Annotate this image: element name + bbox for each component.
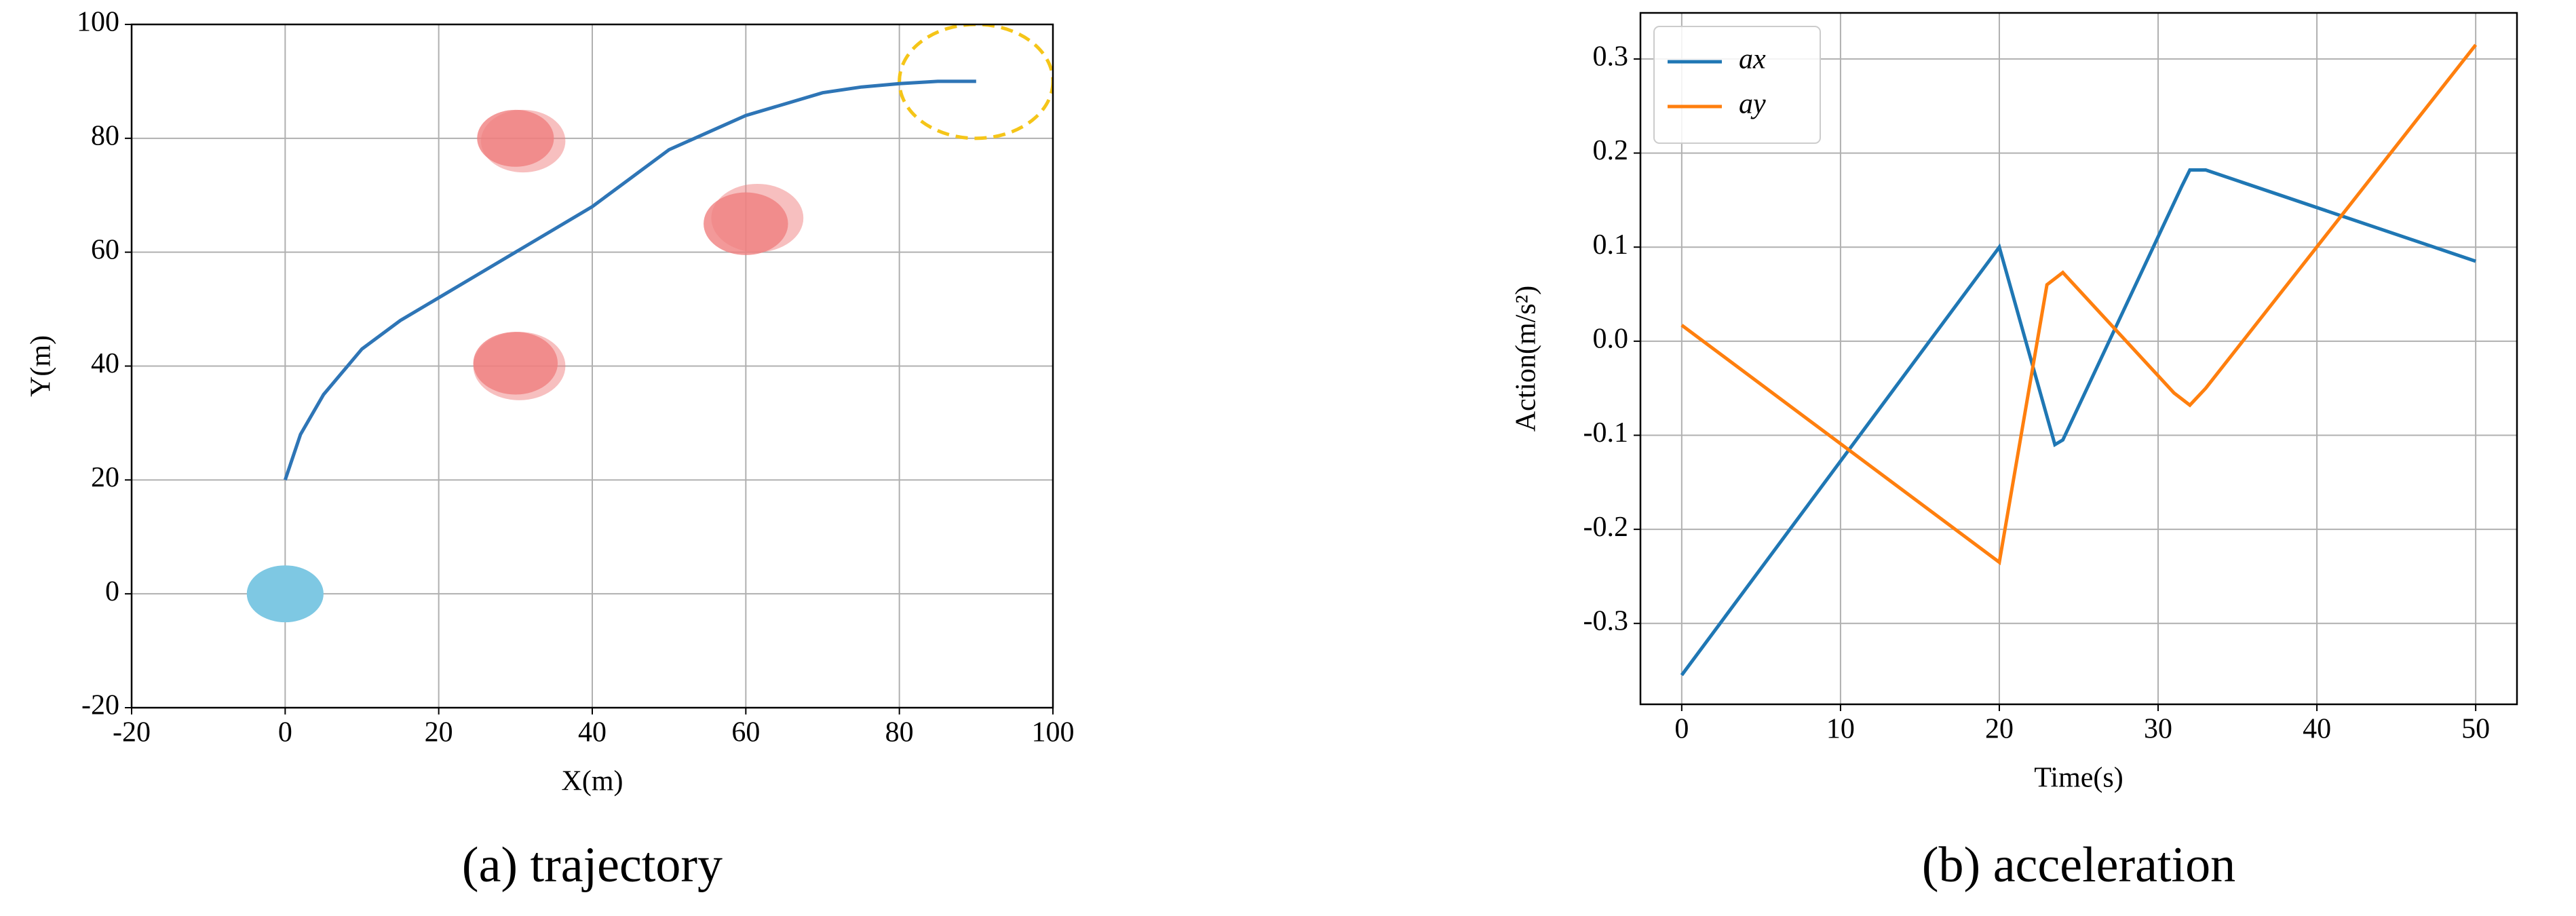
y-tick-label: 0 <box>105 576 119 607</box>
circle-marker <box>480 109 566 173</box>
x-tick-label: 0 <box>1674 714 1689 745</box>
y-tick-label: -0.3 <box>1583 605 1629 636</box>
caption: (b) acceleration <box>1922 837 2235 893</box>
x-axis-label: X(m) <box>562 766 623 797</box>
x-tick-label: 20 <box>1985 714 2014 745</box>
y-tick-label: 0.3 <box>1593 41 1629 73</box>
series-line <box>1680 168 2476 676</box>
caption: (a) trajectory <box>462 837 723 893</box>
y-tick-label: 100 <box>77 7 119 38</box>
y-tick-label: -0.1 <box>1583 417 1629 449</box>
x-axis-label: Time(s) <box>2034 763 2123 794</box>
y-tick-label: 0.1 <box>1593 229 1629 261</box>
y-tick-label: 60 <box>91 234 119 265</box>
circle-marker <box>473 332 566 400</box>
x-tick-label: 50 <box>2461 714 2490 745</box>
y-axis-label: Y(m) <box>26 335 57 397</box>
x-tick-label: -20 <box>113 717 151 748</box>
x-tick-label: 100 <box>1032 717 1075 748</box>
series-line <box>283 79 976 481</box>
x-tick-label: 60 <box>731 717 760 748</box>
y-tick-label: 20 <box>91 462 119 493</box>
axes-frame <box>130 23 1054 709</box>
y-tick-label: -0.2 <box>1583 512 1629 543</box>
y-tick-label: 0.2 <box>1593 135 1629 166</box>
series-line <box>1680 43 2478 566</box>
legend-label: ay <box>1739 89 1766 120</box>
y-tick-label: 80 <box>91 120 119 151</box>
x-tick-label: 80 <box>885 717 914 748</box>
x-tick-label: 0 <box>278 717 292 748</box>
legend-box <box>1653 26 1821 144</box>
x-tick-label: 40 <box>578 717 607 748</box>
circle-marker <box>246 565 324 623</box>
legend-label: ax <box>1739 44 1766 75</box>
x-tick-label: 30 <box>2144 714 2172 745</box>
y-axis-label: Action(m/s²) <box>1511 286 1542 432</box>
x-tick-label: 40 <box>2303 714 2331 745</box>
x-tick-label: 20 <box>425 717 453 748</box>
y-tick-label: -20 <box>81 690 119 721</box>
x-tick-label: 10 <box>1826 714 1855 745</box>
axes-frame <box>1639 12 2518 706</box>
y-tick-label: 40 <box>91 348 119 379</box>
y-tick-label: 0.0 <box>1593 323 1629 354</box>
circle-marker <box>898 24 1053 140</box>
circle-marker <box>711 183 804 252</box>
